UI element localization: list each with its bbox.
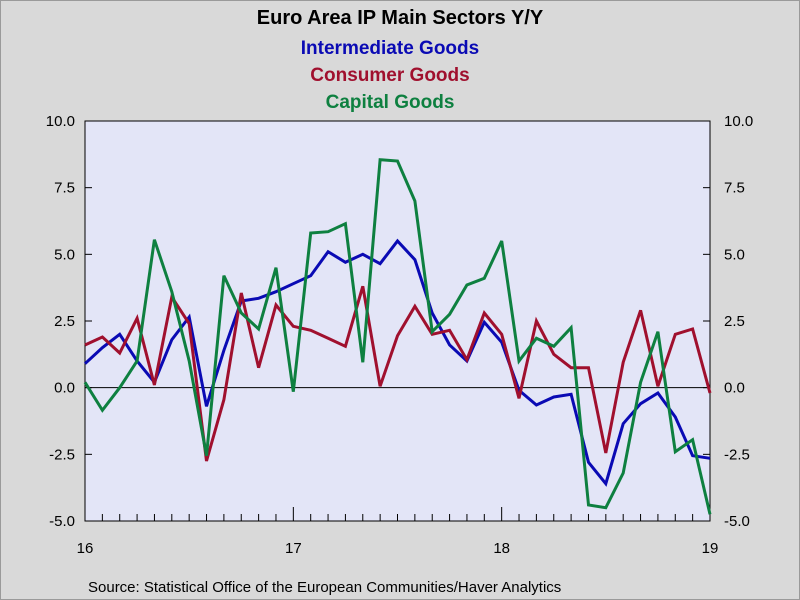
source-note: Source: Statistical Office of the Europe… <box>88 579 561 596</box>
chart-title: Euro Area IP Main Sectors Y/Y <box>257 7 544 29</box>
y-tick-label-left: 10.0 <box>46 113 75 130</box>
x-tick-label: 17 <box>285 540 302 557</box>
x-tick-label: 16 <box>77 540 94 557</box>
y-tick-label-right: 2.5 <box>724 313 745 330</box>
y-axis: 10.0 10.0 7.5 7.5 5.0 5.0 2.5 2.5 0.0 0.0 -2.5 -2.5… <box>46 113 753 530</box>
legend-entry: Capital Goods <box>326 92 455 113</box>
y-tick-label-left: 2.5 <box>54 313 75 330</box>
y-tick-label-left: 5.0 <box>54 246 75 263</box>
x-tick-label: 19 <box>702 540 719 557</box>
series-line-consumer-goods <box>84 285 712 462</box>
x-axis: 16 17 18 19 <box>77 507 719 557</box>
y-tick-label-right: 5.0 <box>724 246 745 263</box>
x-tick-label: 18 <box>493 540 510 557</box>
y-tick-label-left: 7.5 <box>54 180 75 197</box>
legend: Intermediate Goods Consumer Goods Capital … <box>301 38 479 113</box>
y-tick-label-right: 7.5 <box>724 180 745 197</box>
y-tick-label-right: 0.0 <box>724 380 745 397</box>
series-lines <box>83 158 712 515</box>
series-line-intermediate-goods <box>83 238 711 487</box>
y-tick-label-right: -2.5 <box>724 446 750 463</box>
y-tick-label-left: 0.0 <box>54 380 75 397</box>
legend-entry: Consumer Goods <box>310 65 469 86</box>
y-tick-label-left: -5.0 <box>49 513 75 530</box>
y-tick-label-right: -5.0 <box>724 513 750 530</box>
legend-entry: Intermediate Goods <box>301 38 479 59</box>
series-line-capital-goods <box>83 158 712 515</box>
y-tick-label-left: -2.5 <box>49 446 75 463</box>
y-tick-label-right: 10.0 <box>724 113 753 130</box>
